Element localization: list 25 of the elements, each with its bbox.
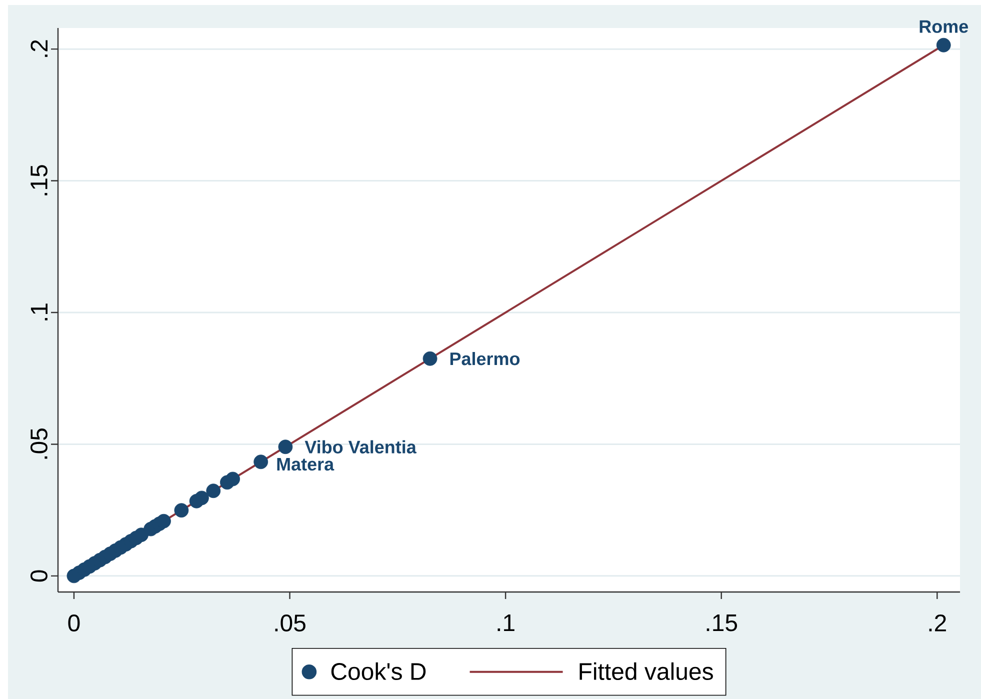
x-tick-label: .1 bbox=[498, 614, 514, 632]
x-tick-label: .05 bbox=[275, 614, 306, 632]
point bbox=[422, 351, 438, 366]
legend-label: Cook's D bbox=[331, 662, 426, 680]
x-tick-label: .2 bbox=[929, 614, 946, 632]
y-tick-label: .2 bbox=[30, 40, 48, 57]
point bbox=[194, 490, 209, 506]
y-tick-label: 0 bbox=[30, 570, 48, 582]
x-tick-label: .15 bbox=[706, 614, 738, 632]
legend-label: Fitted values bbox=[580, 662, 713, 680]
annotation: Vibo Valentia bbox=[304, 440, 416, 454]
point bbox=[936, 38, 951, 52]
point bbox=[278, 440, 293, 454]
y-tick-label: .05 bbox=[30, 428, 48, 459]
point bbox=[226, 472, 240, 486]
annotation: Palermo bbox=[450, 352, 520, 366]
y-tick-label: .15 bbox=[30, 165, 48, 196]
point bbox=[254, 454, 268, 470]
point bbox=[206, 484, 221, 498]
y-tick-label: .1 bbox=[30, 304, 48, 320]
point bbox=[156, 514, 171, 528]
x-tick-label: 0 bbox=[68, 614, 80, 632]
point bbox=[174, 503, 189, 518]
annotation: Matera bbox=[277, 458, 334, 471]
annotation: Rome bbox=[920, 20, 968, 33]
